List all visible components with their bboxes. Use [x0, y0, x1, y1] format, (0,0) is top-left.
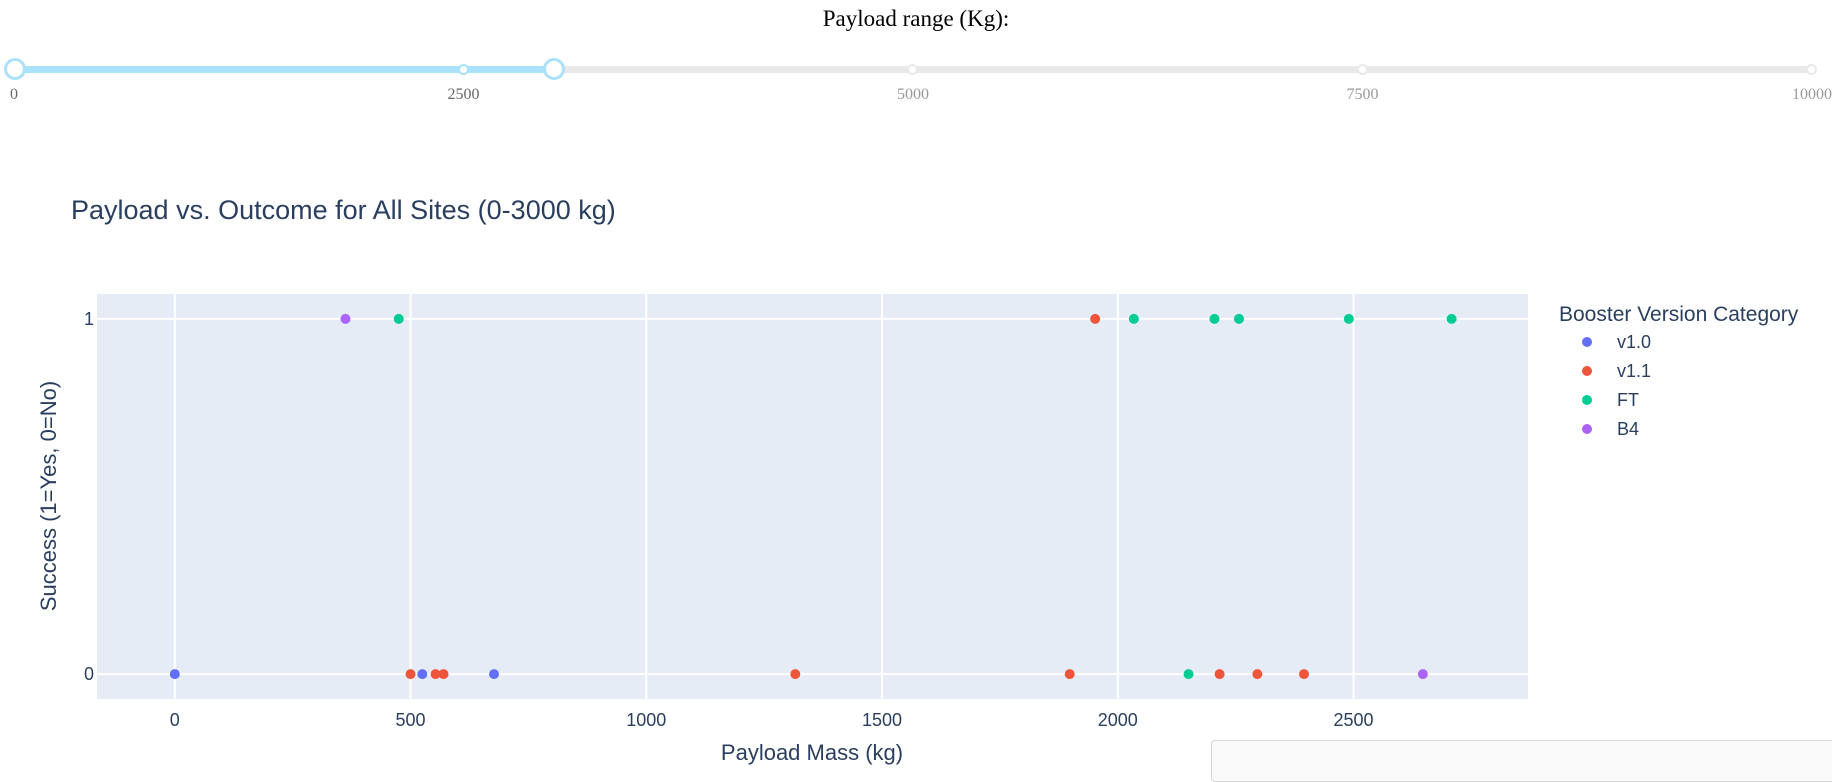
- data-point: [169, 669, 180, 680]
- x-tick-label: 500: [396, 710, 426, 730]
- plot-area[interactable]: [97, 294, 1528, 699]
- gridlines: [97, 294, 1528, 699]
- slider-mark-5000[interactable]: 5000: [897, 86, 929, 103]
- legend-marker: [1582, 366, 1592, 376]
- data-point: [340, 313, 351, 324]
- data-point: [489, 669, 500, 680]
- slider-handle-max[interactable]: [543, 58, 566, 80]
- slider-handle-min[interactable]: [4, 58, 26, 80]
- legend-label: v1.0: [1617, 332, 1651, 352]
- y-axis-label: Success (1=Yes, 0=No): [36, 381, 61, 611]
- data-point: [1128, 313, 1139, 324]
- legend: v1.0 v1.1 FT B4: [1582, 332, 1651, 439]
- x-tick-label: 1000: [626, 710, 666, 730]
- data-point: [1252, 669, 1263, 680]
- slider-label: Payload range (Kg):: [822, 6, 1010, 31]
- x-tick-label: 0: [170, 710, 180, 730]
- data-point: [1090, 313, 1101, 324]
- legend-marker: [1582, 424, 1592, 434]
- data-point: [393, 313, 404, 324]
- data-point: [417, 669, 428, 680]
- data-point: [1446, 313, 1457, 324]
- data-points: [169, 313, 1457, 680]
- corner-panel: [1211, 740, 1832, 782]
- x-tick-label: 2000: [1098, 710, 1138, 730]
- x-axis-label: Payload Mass (kg): [721, 740, 903, 765]
- data-point: [1299, 669, 1310, 680]
- slider-dot-2500[interactable]: [457, 64, 469, 75]
- legend-label: v1.1: [1617, 361, 1651, 381]
- slider-dot-7500[interactable]: [1356, 64, 1368, 75]
- data-point: [1233, 313, 1244, 324]
- axis-ticks: 0 500 1000 1500 2000 2500 0 1: [84, 309, 1374, 730]
- payload-range-slider[interactable]: 0 2500 5000 7500 10000: [0, 50, 1832, 130]
- legend-label: FT: [1617, 390, 1639, 410]
- data-point: [1209, 313, 1220, 324]
- data-point: [430, 669, 441, 680]
- chart-svg: Payload vs. Outcome for All Sites (0-300…: [36, 195, 1799, 765]
- slider-mark-10000[interactable]: 10000: [1792, 86, 1832, 103]
- data-point: [1214, 669, 1225, 680]
- data-point: [1183, 669, 1194, 680]
- x-tick-label: 1500: [862, 710, 902, 730]
- data-point: [1064, 669, 1075, 680]
- legend-marker: [1582, 337, 1592, 347]
- y-tick-label: 0: [84, 664, 94, 684]
- slider-dot-10000[interactable]: [1806, 64, 1817, 75]
- legend-label: B4: [1617, 419, 1639, 439]
- legend-title: Booster Version Category: [1559, 303, 1799, 326]
- legend-marker: [1582, 395, 1592, 405]
- slider-mark-7500[interactable]: 7500: [1346, 86, 1379, 103]
- data-point: [1343, 313, 1354, 324]
- chart-title: Payload vs. Outcome for All Sites (0-300…: [71, 195, 616, 225]
- data-point: [1417, 669, 1428, 680]
- slider-mark-2500[interactable]: 2500: [447, 86, 480, 103]
- slider-dot-5000[interactable]: [907, 64, 918, 75]
- slider-mark-0[interactable]: 0: [10, 86, 18, 103]
- data-point: [438, 669, 449, 680]
- data-point: [790, 669, 801, 680]
- x-tick-label: 2500: [1334, 710, 1374, 730]
- y-tick-label: 1: [84, 309, 94, 329]
- slider-selected-track[interactable]: [14, 66, 554, 73]
- scatter-chart: Payload vs. Outcome for All Sites (0-300…: [0, 160, 1832, 772]
- data-point: [405, 669, 416, 680]
